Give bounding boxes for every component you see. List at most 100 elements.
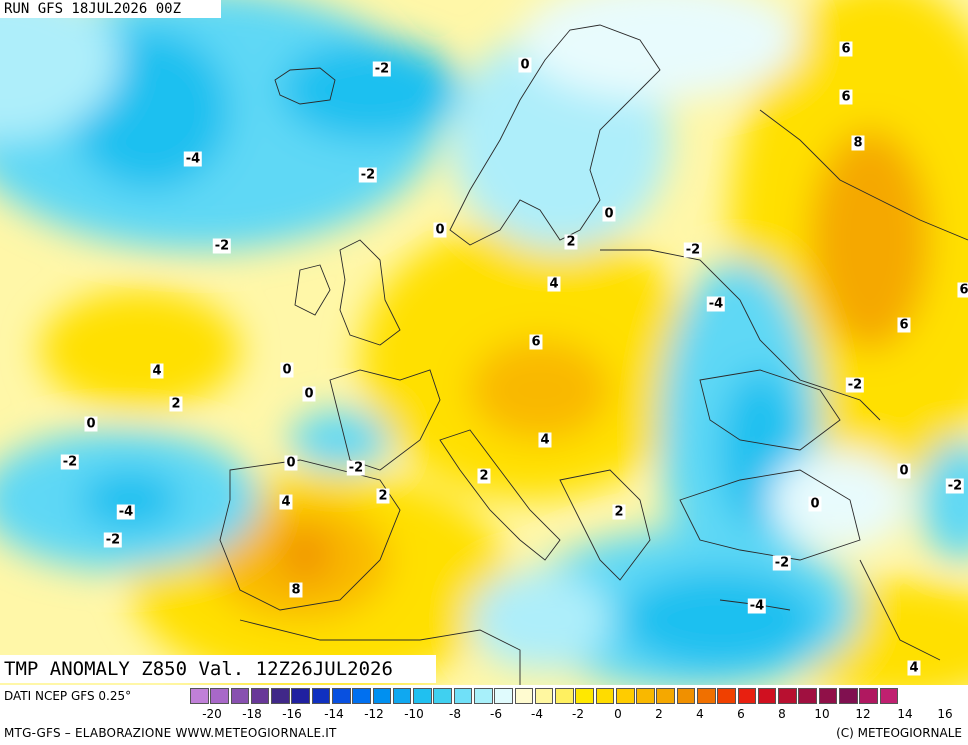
colorbar-swatch	[555, 688, 574, 704]
balkans-outline	[559, 469, 651, 581]
isoline-label: -2	[372, 61, 392, 77]
colorbar-tick: 6	[737, 707, 745, 721]
data-source-label: DATI NCEP GFS 0.25°	[4, 689, 132, 703]
isoline-label: 4	[547, 276, 561, 292]
colorbar-swatch	[534, 688, 554, 704]
isoline-label: -2	[212, 238, 232, 254]
isoline-label: 0	[518, 57, 532, 73]
colorbar-tick: 2	[655, 707, 663, 721]
isoline-label: 2	[564, 234, 578, 250]
colorbar-swatch	[271, 688, 290, 704]
isoline-label: 8	[289, 582, 303, 598]
temperature-anomaly-map	[0, 0, 968, 685]
colorbar-swatch	[697, 688, 716, 704]
isoline-label: -4	[183, 151, 203, 167]
colorbar-tick: -14	[324, 707, 344, 721]
colorbar-swatch	[514, 688, 534, 704]
colorbar-tick: 4	[696, 707, 704, 721]
isoline-label: 0	[302, 386, 316, 402]
ireland-outline	[294, 264, 331, 316]
colorbar-tick: -16	[282, 707, 302, 721]
colorbar-ticks: -20 -18 -16 -14 -12 -10 -8 -6 -4 -2 0 2 4 6 8 10 12 14 16	[0, 707, 968, 723]
colorbar-swatch	[413, 688, 432, 704]
isoline-label: 0	[284, 455, 298, 471]
isoline-label: -4	[706, 296, 726, 312]
isoline-label: 0	[602, 206, 616, 222]
run-label: RUN GFS 18JUL2026 00Z	[0, 0, 222, 18]
isoline-label: 2	[376, 488, 390, 504]
colorbar-swatch	[798, 688, 818, 704]
colorbar-tick: 10	[814, 707, 830, 721]
colorbar-swatch	[879, 688, 899, 704]
isoline-label: -4	[747, 598, 767, 614]
colorbar-swatch	[331, 688, 351, 704]
colorbar-swatch	[717, 688, 736, 704]
colorbar-swatch	[818, 688, 838, 704]
colorbar-swatch	[291, 688, 310, 704]
colorbar-swatch	[737, 688, 757, 704]
anomaly-field	[0, 0, 968, 685]
isoline-label: 4	[907, 660, 921, 676]
iceland-outline	[274, 67, 336, 105]
isoline-label: 4	[150, 363, 164, 379]
colorbar-swatch	[473, 688, 493, 704]
turkey-outline	[679, 469, 861, 561]
colorbar-tick: 12	[855, 707, 871, 721]
colorbar-swatch	[595, 688, 615, 704]
eastern-border	[600, 249, 881, 421]
colorbar-swatch	[453, 688, 473, 704]
colorbar-swatch	[190, 688, 209, 704]
isoline-label: -2	[103, 532, 123, 548]
black-sea-outline	[699, 369, 841, 451]
italy-outline	[439, 429, 561, 561]
colorbar-swatch	[250, 688, 270, 704]
colorbar-swatch	[392, 688, 412, 704]
isoline-label: 6	[957, 282, 968, 298]
scandinavia-outline	[449, 24, 661, 246]
colorbar-swatch	[656, 688, 676, 704]
isoline-label: 2	[612, 504, 626, 520]
colorbar-tick: -8	[449, 707, 461, 721]
colorbar-tick: -6	[490, 707, 502, 721]
isoline-label: -2	[683, 242, 703, 258]
north-africa-coast	[239, 619, 521, 685]
credit-left: MTG-GFS – ELABORAZIONE WWW.METEOGIORNALE…	[4, 726, 337, 740]
colorbar-swatch	[636, 688, 655, 704]
colorbar-swatch	[778, 688, 797, 704]
isoline-label: -2	[358, 167, 378, 183]
france-outline	[329, 369, 441, 471]
isoline-label: -2	[346, 460, 366, 476]
colorbar-tick: 8	[778, 707, 786, 721]
isoline-label: -2	[60, 454, 80, 470]
colorbar-tick: -20	[202, 707, 222, 721]
isoline-label: -2	[772, 555, 792, 571]
map-title: TMP ANOMALY Z850 Val. 12Z26JUL2026	[0, 655, 436, 683]
colorbar-swatch	[859, 688, 878, 704]
levant-coast	[859, 559, 941, 661]
isoline-label: 0	[280, 362, 294, 378]
isoline-label: 4	[279, 494, 293, 510]
colorbar-swatch	[757, 688, 777, 704]
colorbar-swatch	[210, 688, 229, 704]
colorbar-tick: 16	[937, 707, 953, 721]
colorbar-tick: -4	[531, 707, 543, 721]
colorbar-tick: -2	[572, 707, 584, 721]
isoline-label: -2	[845, 377, 865, 393]
isoline-label: 4	[538, 432, 552, 448]
isoline-label: 8	[851, 135, 865, 151]
britain-outline	[339, 239, 401, 346]
isoline-label: 0	[84, 416, 98, 432]
colorbar-tick: 14	[897, 707, 913, 721]
isoline-label: 6	[897, 317, 911, 333]
colorbar-swatch	[433, 688, 452, 704]
colorbar-swatch	[494, 688, 513, 704]
isoline-label: 0	[808, 496, 822, 512]
isoline-label: 0	[433, 222, 447, 238]
credit-right: (C) METEOGIORNALE	[836, 726, 962, 740]
colorbar-swatch	[575, 688, 594, 704]
colorbar-tick: 0	[614, 707, 622, 721]
isoline-label: 6	[839, 41, 853, 57]
isoline-label: 2	[477, 468, 491, 484]
colorbar-tick: -18	[242, 707, 262, 721]
colorbar-swatch	[372, 688, 392, 704]
